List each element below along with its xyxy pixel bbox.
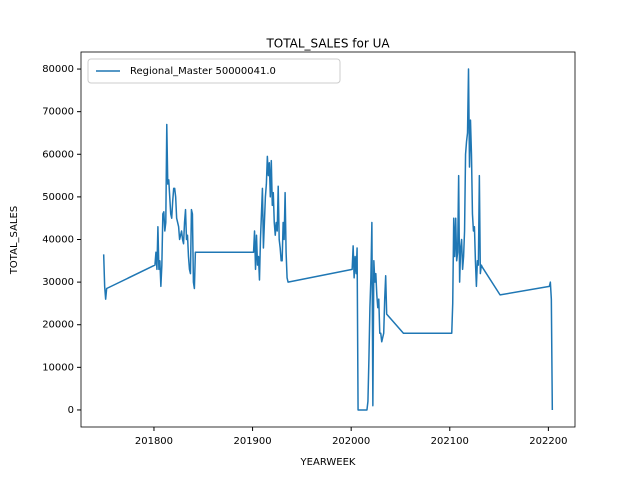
x-axis-label: YEARWEEK [300, 457, 356, 468]
x-tick-label: 202000 [332, 436, 370, 447]
plot-frame [80, 51, 576, 428]
y-axis-label: TOTAL_SALES [9, 206, 20, 275]
legend-box [87, 58, 341, 84]
x-tick-label: 202200 [529, 436, 567, 447]
legend-label: Regional_Master 50000041.0 [130, 66, 276, 77]
y-tick-label: 50000 [42, 192, 74, 203]
x-tick-label: 201800 [135, 436, 173, 447]
y-tick-label: 40000 [42, 235, 74, 246]
x-tick-label: 201900 [233, 436, 271, 447]
y-tick-label: 70000 [42, 107, 74, 118]
y-tick-label: 30000 [42, 277, 74, 288]
y-tick-label: 80000 [42, 64, 74, 75]
y-tick-label: 10000 [42, 362, 74, 373]
line-series [102, 68, 554, 411]
y-tick-label: 60000 [42, 149, 74, 160]
chart-title: TOTAL_SALES for UA [265, 37, 390, 51]
y-tick-label: 0 [68, 405, 74, 416]
y-tick-label: 20000 [42, 320, 74, 331]
x-tick-label: 202100 [431, 436, 469, 447]
